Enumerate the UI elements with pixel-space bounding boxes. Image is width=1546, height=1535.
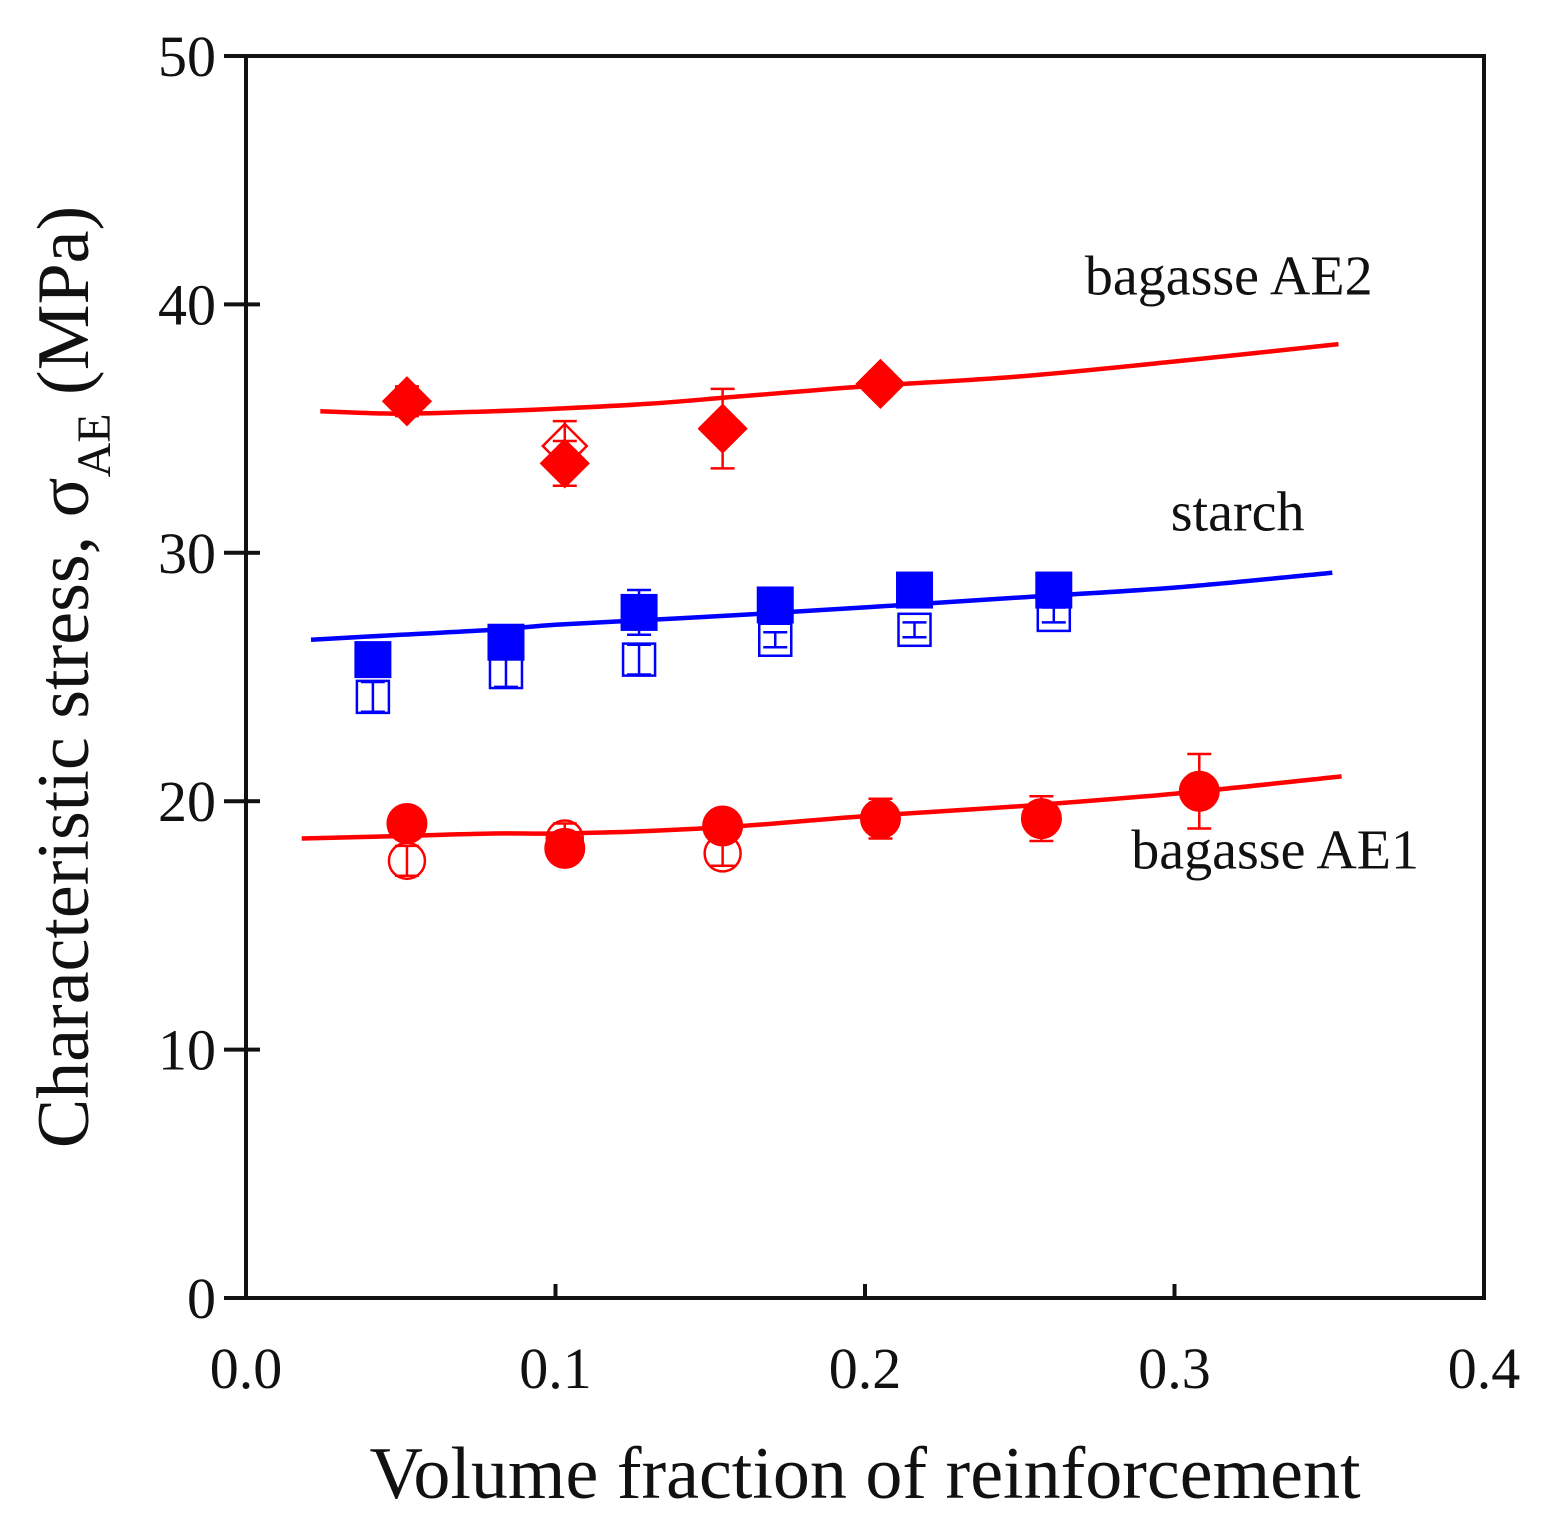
data-point-starch-open	[355, 679, 391, 715]
data-point-starch-filled	[354, 641, 392, 679]
data-point-starch-filled	[896, 571, 934, 609]
x-tick-label: 0.1	[519, 1336, 592, 1401]
annotation-layer: bagasse AE2 starch bagasse AE1	[1085, 245, 1419, 881]
data-point-starch-filled	[756, 586, 794, 624]
y-tick-label: 10	[158, 1018, 216, 1083]
fit-layer	[301, 341, 1342, 841]
x-tick-label: 0.2	[829, 1336, 902, 1401]
data-point-bagasse-ae1-filled	[702, 805, 744, 847]
data-point-bagasse-ae1-filled	[544, 827, 586, 869]
data-point-bagasse-ae1-filled	[386, 803, 428, 845]
data-point-starch-filled	[620, 593, 658, 631]
data-point-bagasse-ae1-filled	[859, 798, 901, 840]
x-tick-label: 0.0	[210, 1336, 283, 1401]
y-tick-label: 30	[158, 521, 216, 586]
x-tick-label: 0.4	[1448, 1336, 1521, 1401]
point-layer	[354, 358, 1220, 881]
data-point-bagasse-ae2-filled	[697, 403, 748, 454]
y-tick-label: 40	[158, 272, 216, 337]
data-point-bagasse-ae2-filled	[381, 376, 433, 427]
data-point-starch-filled	[487, 623, 525, 661]
x-axis-title: Volume fraction of reinforcement	[369, 1433, 1361, 1515]
tick-layer: 0.0 0.1 0.2 0.3 0.4 0 10 20 30 40 50	[158, 24, 1520, 1401]
y-tick-label: 20	[158, 769, 216, 834]
data-point-bagasse-ae1-filled	[1020, 798, 1062, 840]
plot-frame	[244, 54, 1486, 1300]
data-point-bagasse-ae2-filled	[855, 358, 906, 410]
data-point-starch-open	[621, 642, 657, 677]
series-label-starch: starch	[1171, 481, 1305, 543]
y-tick-label: 50	[158, 24, 216, 89]
data-point-starch-open	[757, 622, 793, 657]
y-axis-title: Characteristic stress, σAE (MPa)	[23, 206, 121, 1148]
x-tick-label: 0.3	[1138, 1336, 1211, 1401]
fit-line-bagasse-ae2-fit	[320, 341, 1339, 416]
y-tick-label: 0	[187, 1266, 216, 1331]
series-label-bagasse-ae2: bagasse AE2	[1085, 245, 1373, 307]
fit-line-starch-fit	[310, 570, 1333, 642]
series-label-bagasse-ae1: bagasse AE1	[1131, 819, 1419, 881]
data-point-starch-open	[897, 612, 932, 648]
data-point-starch-filled	[1035, 571, 1073, 609]
data-point-bagasse-ae2-filled	[539, 438, 590, 489]
data-point-bagasse-ae1-filled	[1178, 770, 1220, 812]
